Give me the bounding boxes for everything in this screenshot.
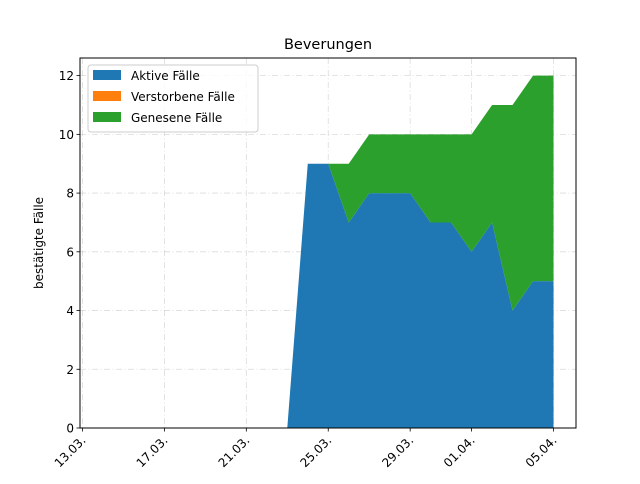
legend-swatch — [93, 112, 121, 122]
legend: Aktive Fälle Verstorbene Fälle Genesene Fä… — [87, 64, 259, 133]
y-tick-label: 4 — [66, 304, 74, 318]
x-tick-label: 29.03. — [379, 433, 416, 470]
x-axis: 13.03. 17.03. 21.03. 25.03. 29.03. 01.04. 05.0… — [52, 428, 560, 470]
legend-label: Aktive Fälle — [131, 69, 200, 83]
y-tick-label: 8 — [66, 187, 74, 201]
x-tick-label: 17.03. — [134, 433, 171, 470]
y-tick-label: 0 — [66, 422, 74, 436]
area-series-1 — [82, 163, 554, 428]
x-tick-label: 05.04. — [523, 433, 560, 470]
legend-label: Verstorbene Fälle — [131, 90, 235, 104]
y-axis: 0 2 4 6 8 10 12 — [59, 69, 80, 436]
legend-frame — [87, 64, 259, 133]
y-tick-label: 6 — [66, 245, 74, 259]
y-tick-label: 12 — [59, 69, 74, 83]
y-tick-label: 10 — [59, 128, 74, 142]
x-tick-label: 13.03. — [52, 433, 89, 470]
y-tick-label: 2 — [66, 363, 74, 377]
stacked-areas — [82, 75, 554, 429]
legend-label: Genesene Fälle — [131, 111, 222, 125]
legend-swatch — [93, 91, 121, 101]
x-tick-label: 21.03. — [216, 433, 253, 470]
x-tick-label: 25.03. — [297, 433, 334, 470]
x-tick-label: 01.04. — [441, 433, 478, 470]
legend-swatch — [93, 70, 121, 80]
y-axis-label: bestätigte Fälle — [32, 197, 46, 289]
area-series-3 — [82, 75, 554, 429]
chart-title: Beverungen — [284, 37, 372, 53]
